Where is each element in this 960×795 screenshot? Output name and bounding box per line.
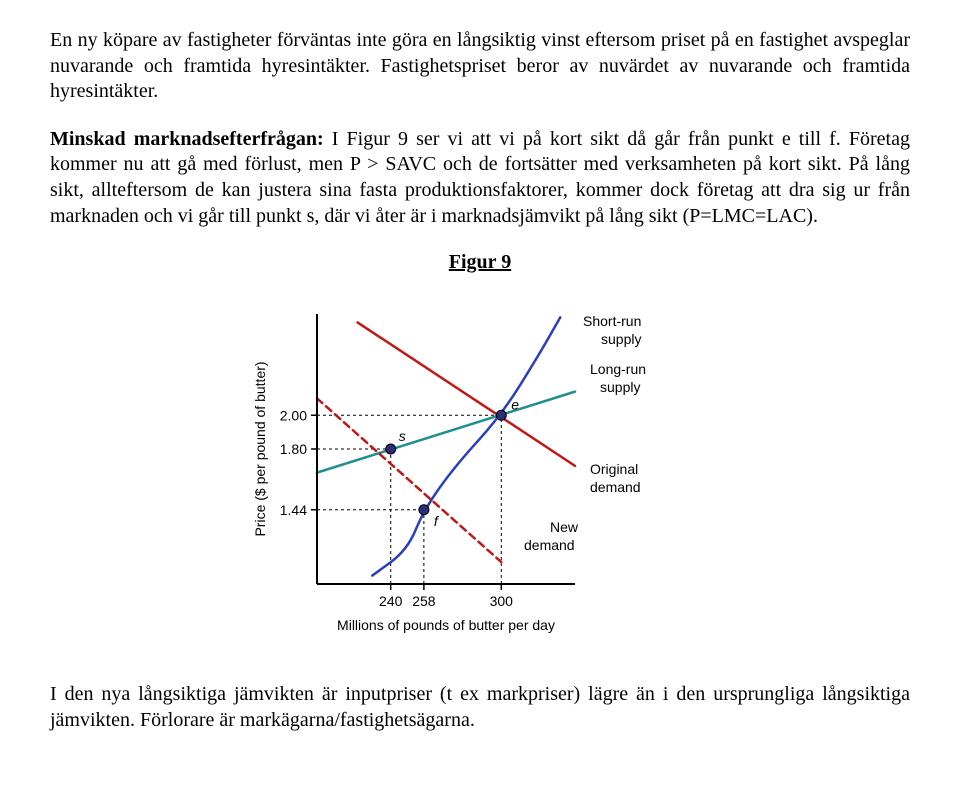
paragraph-1: En ny köpare av fastigheter förväntas in… bbox=[50, 28, 910, 105]
svg-text:demand: demand bbox=[590, 479, 641, 495]
paragraph-3: I den nya långsiktiga jämvikten är input… bbox=[50, 682, 910, 733]
figure-title: Figur 9 bbox=[50, 251, 910, 274]
svg-text:1.80: 1.80 bbox=[280, 441, 307, 457]
svg-text:e: e bbox=[511, 396, 519, 412]
svg-text:Price ($ per pound of butter): Price ($ per pound of butter) bbox=[252, 362, 268, 537]
svg-text:300: 300 bbox=[490, 593, 514, 609]
svg-text:240: 240 bbox=[379, 593, 403, 609]
supply-demand-chart: 1.44 1.80 2.00 240 258 300 Millions of pounds … bbox=[245, 284, 715, 654]
svg-text:Millions of pounds of butter p: Millions of pounds of butter per day bbox=[337, 617, 555, 633]
svg-text:Long-run: Long-run bbox=[590, 361, 646, 377]
para2-lead: Minskad marknadsefterfrågan: bbox=[50, 128, 324, 150]
svg-text:supply: supply bbox=[600, 379, 640, 395]
svg-text:Original: Original bbox=[590, 461, 638, 477]
svg-text:258: 258 bbox=[412, 593, 436, 609]
paragraph-2: Minskad marknadsefterfrågan: I Figur 9 s… bbox=[50, 127, 910, 229]
svg-text:supply: supply bbox=[601, 331, 641, 347]
svg-text:1.44: 1.44 bbox=[280, 502, 307, 518]
svg-text:s: s bbox=[399, 428, 406, 444]
svg-text:New: New bbox=[550, 519, 579, 535]
chart-container: 1.44 1.80 2.00 240 258 300 Millions of pounds … bbox=[245, 284, 715, 654]
svg-text:Short-run: Short-run bbox=[583, 313, 641, 329]
svg-text:demand: demand bbox=[524, 537, 575, 553]
svg-text:2.00: 2.00 bbox=[280, 407, 307, 423]
